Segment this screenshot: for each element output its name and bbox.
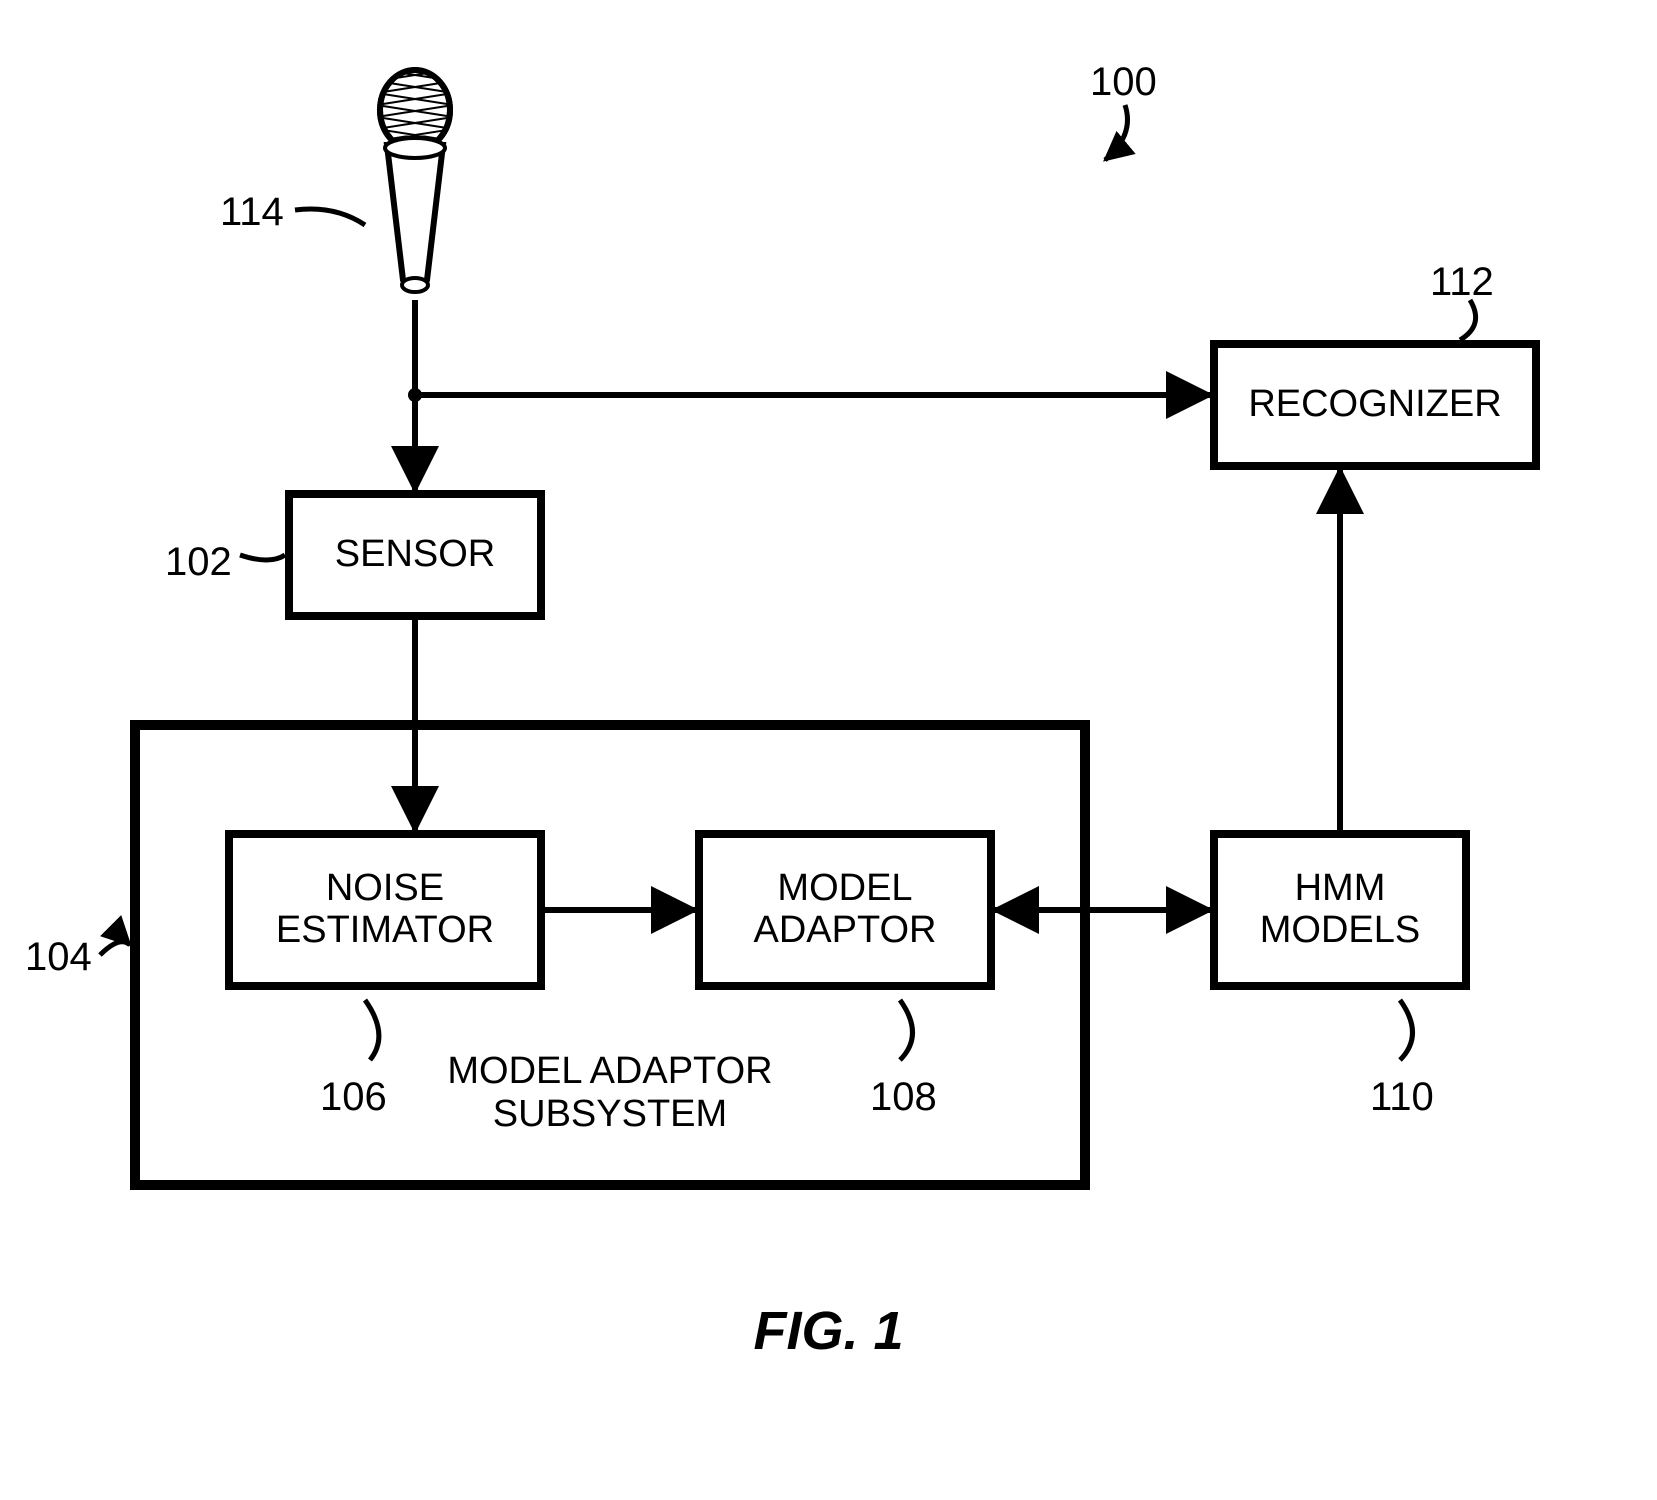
leader-l110 [1400,1000,1413,1060]
ref-102-label: 102 [165,540,232,585]
figure-caption: FIG. 1 [0,1300,1657,1362]
leader-l104 [100,942,130,955]
recognizer-box: RECOGNIZER [1210,340,1540,470]
leader-l114 [295,209,365,225]
model-adaptor-label: MODEL ADAPTOR [753,868,936,952]
sensor-box: SENSOR [285,490,545,620]
noise-estimator-label: NOISE ESTIMATOR [276,868,494,952]
leader-l112 [1460,300,1476,340]
ref-100-label: 100 [1090,60,1157,105]
ref-108-label: 108 [870,1075,937,1120]
ref-114-label: 114 [220,190,284,235]
leader-l100 [1105,105,1128,160]
ref-106-label: 106 [320,1075,387,1120]
signal-junction-dot [408,388,422,402]
recognizer-label: RECOGNIZER [1248,384,1501,426]
ref-112-label: 112 [1430,260,1494,305]
model-adaptor-subsystem-label: MODEL ADAPTOR SUBSYSTEM [130,1050,1090,1136]
sensor-label: SENSOR [335,534,495,576]
microphone-icon [380,70,450,292]
hmm-models-label: HMM MODELS [1260,868,1420,952]
leader-l102 [240,555,285,560]
noise-estimator-box: NOISE ESTIMATOR [225,830,545,990]
hmm-models-box: HMM MODELS [1210,830,1470,990]
ref-110-label: 110 [1370,1075,1434,1120]
model-adaptor-box: MODEL ADAPTOR [695,830,995,990]
ref-104-label: 104 [25,935,92,980]
